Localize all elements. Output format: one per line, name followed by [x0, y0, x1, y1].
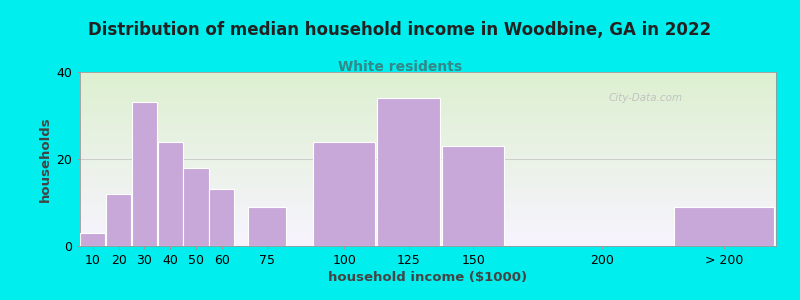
Bar	[674, 207, 774, 246]
Text: Distribution of median household income in Woodbine, GA in 2022: Distribution of median household income …	[89, 21, 711, 39]
Y-axis label: households: households	[39, 116, 52, 202]
Text: City-Data.com: City-Data.com	[609, 93, 683, 103]
Bar	[158, 142, 182, 246]
Bar	[378, 98, 440, 246]
Bar	[248, 207, 286, 246]
X-axis label: household income ($1000): household income ($1000)	[329, 271, 527, 284]
Bar	[132, 102, 157, 246]
Bar	[210, 190, 234, 246]
Text: White residents: White residents	[338, 60, 462, 74]
Bar	[183, 168, 209, 246]
Bar	[442, 146, 504, 246]
Bar	[80, 233, 106, 246]
Bar	[313, 142, 375, 246]
Bar	[106, 194, 131, 246]
